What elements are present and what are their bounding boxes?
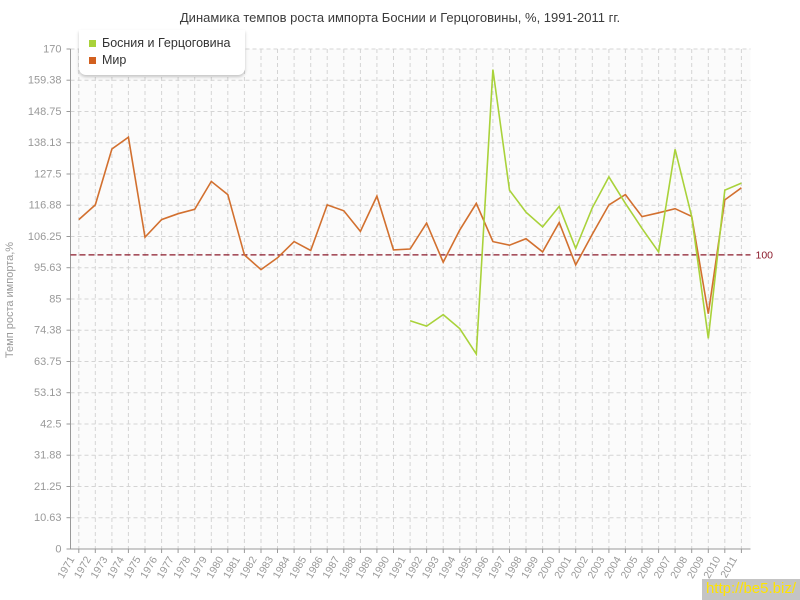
svg-text:63.75: 63.75 [34,356,62,368]
svg-text:95.63: 95.63 [34,262,62,274]
svg-text:106.25: 106.25 [28,231,62,243]
svg-text:53.13: 53.13 [34,387,62,399]
svg-text:42.5: 42.5 [40,419,61,431]
svg-text:127.5: 127.5 [34,169,62,181]
svg-text:0: 0 [55,544,61,556]
svg-text:148.75: 148.75 [28,106,62,118]
svg-text:21.25: 21.25 [34,481,62,493]
svg-text:31.88: 31.88 [34,450,62,462]
svg-text:159.38: 159.38 [28,75,62,87]
svg-text:10.63: 10.63 [34,512,62,524]
svg-text:138.13: 138.13 [28,137,62,149]
svg-text:170: 170 [43,44,61,56]
svg-text:74.38: 74.38 [34,325,62,337]
svg-text:116.88: 116.88 [29,200,62,212]
svg-text:85: 85 [49,294,61,306]
svg-text:100: 100 [756,250,774,262]
